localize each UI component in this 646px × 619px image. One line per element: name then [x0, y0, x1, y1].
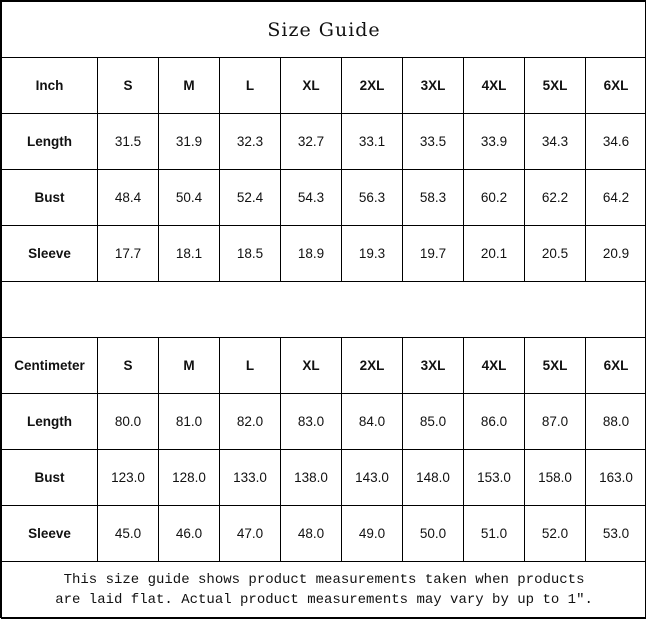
row-label: Bust	[2, 170, 98, 226]
size-header: S	[98, 58, 159, 114]
measurement-cell: 138.0	[281, 450, 342, 506]
size-header: 2XL	[342, 58, 403, 114]
measurement-cell: 143.0	[342, 450, 403, 506]
size-header: L	[220, 58, 281, 114]
measurement-cell: 123.0	[98, 450, 159, 506]
measurement-cell: 50.4	[159, 170, 220, 226]
measurement-cell: 19.3	[342, 226, 403, 282]
measurement-cell: 19.7	[403, 226, 464, 282]
measurement-cell: 62.2	[525, 170, 586, 226]
size-header: L	[220, 338, 281, 394]
row-label: Sleeve	[2, 506, 98, 562]
measurement-cell: 47.0	[220, 506, 281, 562]
measurement-cell: 49.0	[342, 506, 403, 562]
measurement-cell: 32.7	[281, 114, 342, 170]
measurement-cell: 83.0	[281, 394, 342, 450]
measurement-cell: 34.3	[525, 114, 586, 170]
row-label: Bust	[2, 450, 98, 506]
measurement-cell: 20.5	[525, 226, 586, 282]
measurement-cell: 54.3	[281, 170, 342, 226]
measurement-cell: 85.0	[403, 394, 464, 450]
spacer-cell	[2, 282, 646, 338]
measurement-cell: 33.5	[403, 114, 464, 170]
measurement-cell: 33.9	[464, 114, 525, 170]
measurement-cell: 82.0	[220, 394, 281, 450]
measurement-cell: 18.1	[159, 226, 220, 282]
row-label: Length	[2, 114, 98, 170]
measurement-cell: 46.0	[159, 506, 220, 562]
size-header: 2XL	[342, 338, 403, 394]
measurement-cell: 52.0	[525, 506, 586, 562]
row-label: Length	[2, 394, 98, 450]
measurement-cell: 86.0	[464, 394, 525, 450]
size-header: XL	[281, 338, 342, 394]
footnote-line: This size guide shows product measuremen…	[2, 570, 646, 590]
measurement-cell: 17.7	[98, 226, 159, 282]
measurement-cell: 20.9	[586, 226, 646, 282]
size-header: S	[98, 338, 159, 394]
footnote-row: This size guide shows product measuremen…	[2, 562, 646, 619]
measurement-cell: 64.2	[586, 170, 646, 226]
measurement-cell: 32.3	[220, 114, 281, 170]
measurement-cell: 81.0	[159, 394, 220, 450]
size-header: M	[159, 338, 220, 394]
size-header: 3XL	[403, 338, 464, 394]
measurement-cell: 128.0	[159, 450, 220, 506]
measurement-cell: 87.0	[525, 394, 586, 450]
page-title: Size Guide	[2, 2, 646, 58]
measurement-cell: 51.0	[464, 506, 525, 562]
row-label: Sleeve	[2, 226, 98, 282]
size-header: 5XL	[525, 58, 586, 114]
measurement-cell: 31.5	[98, 114, 159, 170]
measurement-cell: 31.9	[159, 114, 220, 170]
measurement-cell: 52.4	[220, 170, 281, 226]
spacer-row	[2, 282, 646, 338]
measurement-cell: 48.4	[98, 170, 159, 226]
measurement-cell: 20.1	[464, 226, 525, 282]
measurement-cell: 50.0	[403, 506, 464, 562]
measurement-cell: 34.6	[586, 114, 646, 170]
size-header: 3XL	[403, 58, 464, 114]
measurement-cell: 18.5	[220, 226, 281, 282]
size-header: XL	[281, 58, 342, 114]
unit-label: Centimeter	[2, 338, 98, 394]
size-header: 6XL	[586, 338, 646, 394]
size-header: M	[159, 58, 220, 114]
measurement-cell: 148.0	[403, 450, 464, 506]
measurement-cell: 163.0	[586, 450, 646, 506]
measurement-cell: 158.0	[525, 450, 586, 506]
measurement-cell: 33.1	[342, 114, 403, 170]
size-header: 4XL	[464, 338, 525, 394]
size-header: 6XL	[586, 58, 646, 114]
measurement-cell: 133.0	[220, 450, 281, 506]
size-header: 5XL	[525, 338, 586, 394]
measurement-cell: 18.9	[281, 226, 342, 282]
measurement-cell: 45.0	[98, 506, 159, 562]
unit-label: Inch	[2, 58, 98, 114]
size-header: 4XL	[464, 58, 525, 114]
measurement-cell: 153.0	[464, 450, 525, 506]
measurement-cell: 48.0	[281, 506, 342, 562]
footnote-line: are laid flat. Actual product measuremen…	[2, 590, 646, 610]
measurement-cell: 58.3	[403, 170, 464, 226]
measurement-cell: 80.0	[98, 394, 159, 450]
measurement-cell: 56.3	[342, 170, 403, 226]
measurement-cell: 88.0	[586, 394, 646, 450]
measurement-cell: 60.2	[464, 170, 525, 226]
footnote: This size guide shows product measuremen…	[2, 562, 646, 619]
title-row: Size Guide	[2, 2, 646, 58]
measurement-cell: 53.0	[586, 506, 646, 562]
measurement-cell: 84.0	[342, 394, 403, 450]
